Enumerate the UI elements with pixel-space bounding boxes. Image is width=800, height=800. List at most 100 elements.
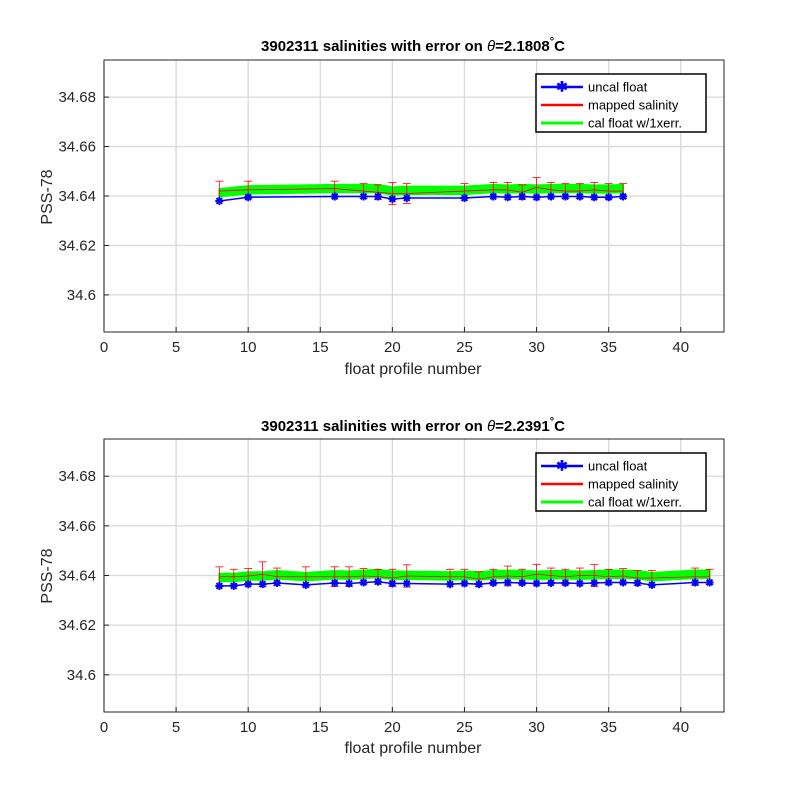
plot-1-uncal-float-point xyxy=(489,192,498,201)
plot-1-uncal-float-point xyxy=(244,193,253,202)
plot-2-uncal-float-point xyxy=(561,578,570,587)
plot-2-y-axis-label: PSS-78 xyxy=(39,548,56,603)
plot-1-legend-uncal-label: uncal float xyxy=(588,80,648,95)
plot-1-uncal-float-point xyxy=(503,193,512,202)
plot-2-uncal-float-point xyxy=(258,580,267,589)
plot-2-uncal-float-point xyxy=(489,578,498,587)
plot-2-uncal-float-point xyxy=(518,578,527,587)
plot-1-uncal-float-series xyxy=(215,192,628,205)
plot-2-x-tick-label: 25 xyxy=(456,719,473,736)
plot-1-y-axis-label: PSS-78 xyxy=(39,169,56,224)
plot-1-x-tick-label: 30 xyxy=(528,339,545,356)
plot-1-uncal-float-point xyxy=(402,193,411,202)
plot-2-x-tick-label: 15 xyxy=(312,719,329,736)
plot-2-y-tick-label: 34.6 xyxy=(67,667,96,684)
plot-2-uncal-float-series xyxy=(215,577,714,590)
plot-2-uncal-float-point xyxy=(532,579,541,588)
plot-1-uncal-float-point xyxy=(373,192,382,201)
plot-2-uncal-float-point xyxy=(301,580,310,589)
plot-2-uncal-float-point xyxy=(229,581,238,590)
plot-2-y-ticks: 34.6 34.62 34.64 34.66 34.68 xyxy=(58,468,109,684)
plot-1-x-tick-label: 10 xyxy=(240,339,257,356)
plot-2-uncal-float-point xyxy=(647,580,656,589)
plot-2-uncal-float-point xyxy=(446,580,455,589)
plot-1-x-tick-label: 0 xyxy=(100,339,108,356)
plot-2-x-tick-label: 10 xyxy=(240,719,257,736)
plot-2-uncal-float-point xyxy=(373,577,382,586)
plot-2-title: 3902311 salinities with error on θ=2.239… xyxy=(261,416,565,435)
plot-2-uncal-float-point xyxy=(359,578,368,587)
plot-1-x-tick-label: 25 xyxy=(456,339,473,356)
plot-2-uncal-float-point xyxy=(388,579,397,588)
plot-2-uncal-float-point xyxy=(244,580,253,589)
plot-1-x-tick-label: 5 xyxy=(172,339,180,356)
plot-2-uncal-float-point xyxy=(345,579,354,588)
plot-1-uncal-float-point xyxy=(619,192,628,201)
plot-2-y-tick-label: 34.62 xyxy=(58,617,96,634)
plot-1-y-tick-label: 34.64 xyxy=(58,188,96,205)
plot-2-uncal-float-point xyxy=(633,578,642,587)
plot-2-uncal-float-point xyxy=(691,578,700,587)
plot-2-uncal-float-point xyxy=(402,579,411,588)
plot-1-uncal-float-point xyxy=(532,193,541,202)
plot-2-uncal-float-point xyxy=(619,578,628,587)
plot-1-uncal-float-point xyxy=(575,192,584,201)
plot-1-x-axis-label: float profile number xyxy=(345,361,483,378)
plot-2-uncal-float-point xyxy=(604,578,613,587)
plot-2-uncal-float-point xyxy=(590,578,599,587)
plot-1-x-tick-label: 20 xyxy=(384,339,401,356)
plot-2-legend-uncal-marker: ✱ xyxy=(556,458,568,474)
plot-1-uncal-float-point xyxy=(590,193,599,202)
plot-2-uncal-float-point xyxy=(460,579,469,588)
plot-2-uncal-float-point xyxy=(273,578,282,587)
plot-1-legend-uncal-marker: ✱ xyxy=(556,79,568,95)
plot-1-uncal-float-point xyxy=(460,193,469,202)
plot-2-legend: ✱ uncal float mapped salinity cal float … xyxy=(535,452,707,512)
plot-2-uncal-float-point xyxy=(330,578,339,587)
plot-1-uncal-float-point xyxy=(330,192,339,201)
plot-1-uncal-float-point xyxy=(546,192,555,201)
plot-1-uncal-float-point xyxy=(388,194,397,203)
plot-1-uncal-float-point xyxy=(215,196,224,205)
plot-1-y-tick-label: 34.68 xyxy=(58,89,96,106)
plot-1-mapped-salinity-line xyxy=(219,186,624,194)
plot-1-legend-cal-label: cal float w/1xerr. xyxy=(588,116,682,131)
plot-2-legend-uncal-label: uncal float xyxy=(588,459,648,474)
plot-1-y-tick-label: 34.66 xyxy=(58,139,96,156)
plot-2-y-tick-label: 34.64 xyxy=(58,568,96,585)
plot-1-y-tick-label: 34.6 xyxy=(67,287,96,304)
plot-2-y-tick-label: 34.66 xyxy=(58,518,96,535)
plot-1-x-tick-label: 35 xyxy=(600,339,617,356)
plot-2-x-ticks: 0 5 10 15 20 25 30 35 40 xyxy=(100,707,689,736)
plot-1-y-ticks: 34.6 34.62 34.64 34.66 34.68 xyxy=(58,89,109,304)
plot-1-uncal-float-point xyxy=(604,193,613,202)
plot-1-legend-mapped-label: mapped salinity xyxy=(588,98,679,113)
plot-1-uncal-float-point xyxy=(561,192,570,201)
plot-2-legend-mapped-label: mapped salinity xyxy=(588,477,679,492)
plot-1-x-ticks: 0 5 10 15 20 25 30 35 40 xyxy=(100,327,689,356)
plot-2-y-tick-label: 34.68 xyxy=(58,468,96,485)
plot-1-y-tick-label: 34.62 xyxy=(58,237,96,254)
plot-2-uncal-float-point xyxy=(705,578,714,587)
plot-2-uncal-float-point xyxy=(503,578,512,587)
plot-2-legend-cal-label: cal float w/1xerr. xyxy=(588,495,682,510)
plot-1-uncal-float-point xyxy=(359,192,368,201)
plot-2-x-tick-label: 0 xyxy=(100,719,108,736)
plot-1-title: 3902311 salinities with error on θ=2.180… xyxy=(261,36,565,55)
plot-1: 3902311 salinities with error on θ=2.180… xyxy=(39,36,725,378)
plot-2-uncal-float-point xyxy=(474,580,483,589)
plot-2-x-axis-label: float profile number xyxy=(345,740,483,757)
plot-2-uncal-float-point xyxy=(546,578,555,587)
plot-2-x-tick-label: 5 xyxy=(172,719,180,736)
plot-2-uncal-float-point xyxy=(575,579,584,588)
plot-2: 3902311 salinities with error on θ=2.239… xyxy=(39,416,725,757)
plot-2-x-tick-label: 20 xyxy=(384,719,401,736)
plot-1-uncal-float-point xyxy=(518,192,527,201)
plot-2-x-tick-label: 30 xyxy=(528,719,545,736)
plot-1-x-tick-label: 40 xyxy=(672,339,689,356)
plot-1-legend: ✱ uncal float mapped salinity cal float … xyxy=(535,73,707,133)
plot-2-uncal-float-point xyxy=(215,581,224,590)
plot-2-x-tick-label: 40 xyxy=(672,719,689,736)
